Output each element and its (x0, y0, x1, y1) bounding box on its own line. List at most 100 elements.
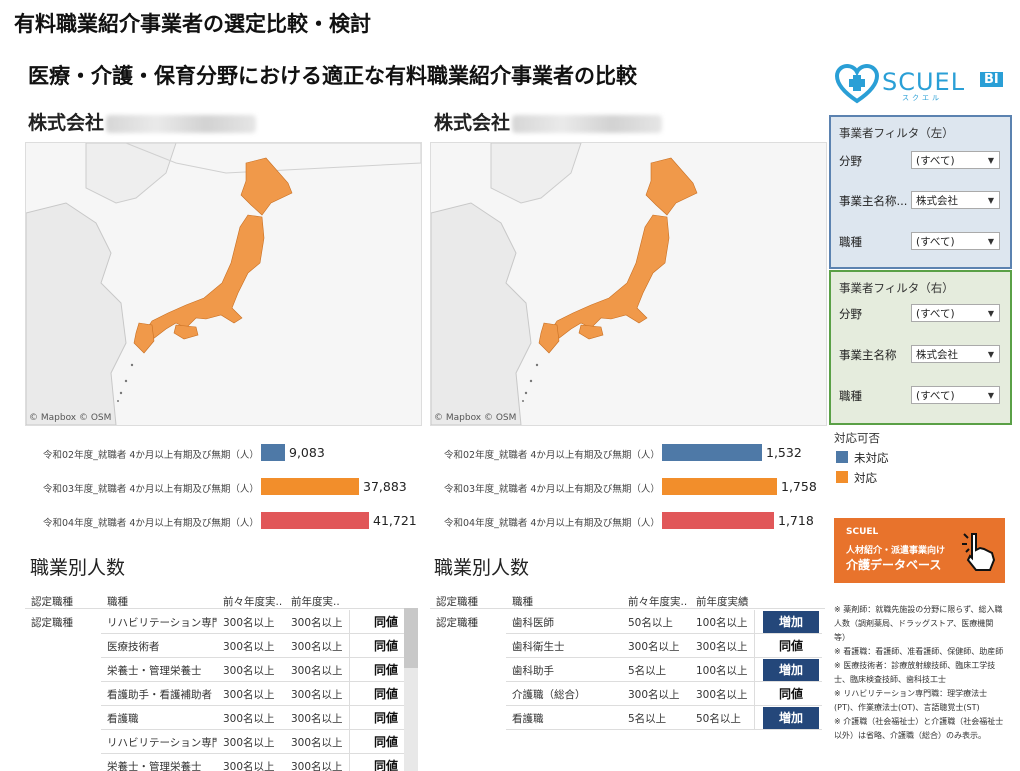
japan-shape (133, 157, 293, 354)
filter-company-dropdown[interactable]: 株式会社 ▼ (911, 345, 1000, 363)
filter-company-dropdown[interactable]: 株式会社 ▼ (911, 191, 1000, 209)
legend-item[interactable]: 未対応 (834, 449, 1004, 467)
footnote-line: 以外）は省略、介護職（総合）のみ表示。 (834, 731, 986, 740)
col-header[interactable]: 前年度実績 (696, 596, 749, 608)
footnote-line: ※ 看護職：看護師、准看護師、保健師、助産師 (834, 647, 1004, 656)
bar-r03[interactable] (662, 478, 777, 495)
map-attribution: © Mapbox © OSM (434, 413, 517, 423)
job-cell: 医療技術者 (107, 641, 160, 653)
footnote-line: 等） (834, 633, 850, 642)
footnote-line: ※ 薬剤師：就職先施設の分野に限らず、総入職 (834, 605, 1003, 614)
prev2-cell: 300名以上 (223, 641, 275, 653)
japan-shape (538, 157, 698, 354)
bar-label: 令和04年度_就職者 4か月以上有期及び無期（人） (444, 518, 660, 529)
footnotes: ※ 薬剤師：就職先施設の分野に限らず、総入職 人数（調剤薬局、ドラッグストア、医療… (834, 603, 1014, 743)
prev2-cell: 5名以上 (628, 713, 667, 725)
col-header[interactable]: 職種 (107, 596, 128, 608)
col-header[interactable]: 前々年度実.. (223, 596, 283, 608)
legend-title: 対応可否 (834, 431, 880, 445)
prev1-cell: 100名以上 (696, 617, 748, 629)
bar-value: 1,718 (778, 513, 814, 528)
chevron-down-icon: ▼ (987, 350, 994, 359)
col-header[interactable]: 前々年度実.. (628, 596, 688, 608)
table-row[interactable]: 歯科衛生士 300名以上 300名以上 同値 (506, 634, 822, 658)
table-row[interactable]: 歯科医師 50名以上 100名以上 増加 (506, 610, 822, 634)
legend-swatch (836, 471, 848, 483)
right-section-title: 職業別人数 (434, 557, 530, 579)
col-header[interactable]: 認定職種 (31, 596, 73, 608)
right-map[interactable]: © Mapbox © OSM (430, 142, 827, 426)
bar-r03[interactable] (261, 478, 359, 495)
prev1-cell: 300名以上 (291, 761, 343, 771)
prev1-cell: 300名以上 (696, 689, 748, 701)
scrollbar-thumb[interactable] (404, 608, 418, 668)
table-row[interactable]: リハビリテーション専門職 300名以上 300名以上 同値 (101, 730, 414, 754)
right-job-table: 認定職種 職種 前々年度実.. 前年度実績 認定職種 歯科医師 50名以上 100名… (430, 590, 825, 740)
logo-text: SCUEL (882, 68, 966, 96)
table-row[interactable]: 看護職 300名以上 300名以上 同値 (101, 706, 414, 730)
filter-label: 職種 (839, 235, 862, 249)
filter-job-dropdown[interactable]: (すべて) ▼ (911, 386, 1000, 404)
bar-label: 令和02年度_就職者 4か月以上有期及び無期（人） (444, 450, 660, 461)
chevron-down-icon: ▼ (987, 196, 994, 205)
bar-label: 令和03年度_就職者 4か月以上有期及び無期（人） (444, 484, 660, 495)
bar-r04[interactable] (261, 512, 369, 529)
job-cell: 介護職（総合） (512, 689, 586, 701)
chevron-down-icon: ▼ (987, 156, 994, 165)
filter-job-dropdown[interactable]: (すべて) ▼ (911, 232, 1000, 250)
table-row[interactable]: 栄養士・管理栄養士 300名以上 300名以上 同値 (101, 658, 414, 682)
bar-label: 令和02年度_就職者 4か月以上有期及び無期（人） (43, 450, 259, 461)
scrollbar[interactable] (404, 608, 418, 771)
change-status-badge: 同値 (358, 683, 414, 705)
banner-line2: 介護データベース (846, 558, 942, 572)
footnote-line: ※ リハビリテーション専門職：理学療法士 (834, 689, 988, 698)
footnote-line: ※ 医療技術者：診療放射線技師、臨床工学技 (834, 661, 996, 670)
filter-label: 職種 (839, 389, 862, 403)
table-row[interactable]: 看護職 5名以上 50名以上 増加 (506, 706, 822, 730)
change-status-badge: 同値 (763, 635, 819, 657)
table-row[interactable]: 歯科助手 5名以上 100名以上 増加 (506, 658, 822, 682)
legend-label: 未対応 (854, 451, 889, 465)
prev1-cell: 100名以上 (696, 665, 748, 677)
chevron-down-icon: ▼ (987, 391, 994, 400)
filter-title: 事業者フィルタ（右） (839, 281, 954, 295)
prev2-cell: 300名以上 (223, 665, 275, 677)
table-row[interactable]: 看護助手・看護補助者 300名以上 300名以上 同値 (101, 682, 414, 706)
filter-field-dropdown[interactable]: (すべて) ▼ (911, 151, 1000, 169)
chevron-down-icon: ▼ (987, 237, 994, 246)
filter-label: 分野 (839, 307, 862, 321)
bar-r02[interactable] (261, 444, 285, 461)
promo-banner[interactable]: SCUEL 人材紹介・派遣事業向け 介護データベース (834, 518, 1005, 583)
prev2-cell: 300名以上 (223, 761, 275, 771)
bar-r02[interactable] (662, 444, 762, 461)
filter-title: 事業者フィルタ（左） (839, 126, 954, 140)
filter-field-dropdown[interactable]: (すべて) ▼ (911, 304, 1000, 322)
prev1-cell: 50名以上 (696, 713, 741, 725)
category-cell: 認定職種 (436, 617, 478, 629)
filter-label: 事業主名称 (839, 348, 897, 362)
col-header[interactable]: 職種 (512, 596, 533, 608)
left-map[interactable]: © Mapbox © OSM (25, 142, 422, 426)
bar-r04[interactable] (662, 512, 774, 529)
prev1-cell: 300名以上 (291, 641, 343, 653)
category-cell: 認定職種 (31, 617, 73, 629)
col-header[interactable]: 前年度実.. (291, 596, 340, 608)
map-attribution: © Mapbox © OSM (29, 413, 112, 423)
table-row[interactable]: 医療技術者 300名以上 300名以上 同値 (101, 634, 414, 658)
japan-map-left (26, 143, 421, 425)
prev1-cell: 300名以上 (291, 665, 343, 677)
bar-value: 1,758 (781, 479, 817, 494)
banner-brand: SCUEL (846, 527, 879, 537)
table-row[interactable]: 栄養士・管理栄養士 300名以上 300名以上 同値 (101, 754, 414, 771)
prev1-cell: 300名以上 (291, 713, 343, 725)
legend-swatch (836, 451, 848, 463)
change-status-badge: 増加 (763, 659, 819, 681)
legend-item[interactable]: 対応 (834, 469, 1004, 487)
job-cell: 栄養士・管理栄養士 (107, 761, 202, 771)
job-cell: 看護助手・看護補助者 (107, 689, 212, 701)
col-header[interactable]: 認定職種 (436, 596, 478, 608)
table-row[interactable]: 介護職（総合） 300名以上 300名以上 同値 (506, 682, 822, 706)
table-row[interactable]: リハビリテーション専門職 300名以上 300名以上 同値 (101, 610, 414, 634)
change-status-badge: 増加 (763, 707, 819, 729)
prev2-cell: 300名以上 (223, 737, 275, 749)
